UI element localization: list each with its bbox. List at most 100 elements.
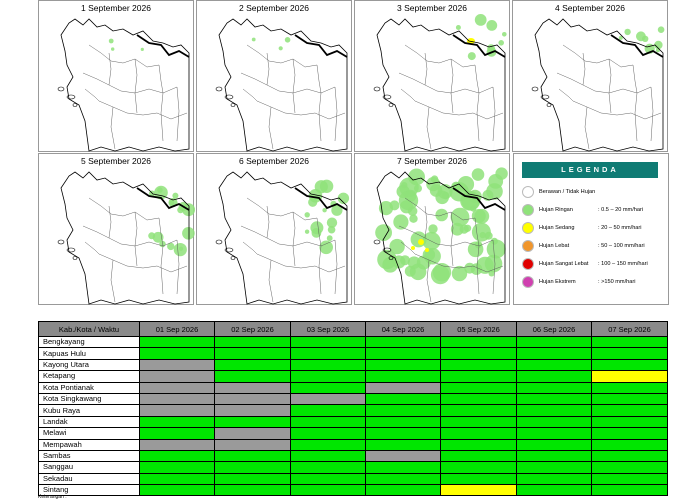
forecast-cell: [440, 370, 517, 383]
forecast-cell: [591, 347, 668, 360]
forecast-cell: [440, 427, 517, 440]
regency-boundary: [492, 239, 496, 295]
forecast-cell: [290, 392, 366, 406]
forecast-cell: [139, 358, 215, 372]
regency-boundary: [134, 58, 138, 114]
forecast-cell: [214, 415, 291, 429]
forecast-cell: [591, 370, 668, 383]
table-row: Melawi: [38, 427, 668, 440]
regency-boundary: [82, 72, 178, 94]
regency-boundary: [398, 225, 494, 247]
island: [388, 103, 394, 107]
region-name: Kubu Raya: [38, 404, 140, 417]
regency-boundary: [108, 205, 112, 239]
forecast-cell: [516, 472, 592, 486]
forecast-cell: [516, 404, 592, 417]
table-row: Kayong Utara: [38, 358, 668, 372]
forecast-cell: [591, 484, 668, 497]
national-border: [136, 34, 190, 58]
region-name: Sambas: [38, 449, 140, 463]
regency-boundary: [334, 239, 338, 295]
forecast-cell: [440, 461, 517, 474]
forecast-cell: [214, 392, 291, 406]
legend-item-name: Berawan / Tidak Hujan: [539, 189, 596, 195]
rain-cover: [108, 38, 144, 52]
map-date-title: 3 September 2026: [397, 3, 467, 13]
legend-item: Hujan Ringan : 0.5 – 20 mm/hari: [522, 203, 668, 219]
table-row: Sambas: [38, 449, 668, 463]
forecast-cell: [440, 438, 517, 451]
regency-boundary: [582, 52, 586, 86]
forecast-cell: [440, 415, 517, 429]
forecast-cell: [214, 449, 291, 463]
forecast-cell: [365, 427, 441, 440]
forecast-cell: [290, 415, 366, 429]
forecast-cell: [139, 461, 215, 474]
table-body: Bengkayang Kapuas Hulu Kayong Utara Ketapan…: [38, 335, 668, 497]
island: [546, 103, 552, 107]
column-header-date: 03 Sep 2026: [290, 321, 366, 337]
table-row: Sintang: [38, 484, 668, 497]
forecast-cell: [290, 381, 366, 394]
forecast-cell: [214, 461, 291, 474]
regency-boundary: [316, 217, 322, 295]
regency-boundary: [268, 106, 274, 150]
column-header-date: 06 Sep 2026: [516, 321, 592, 337]
table-row: Mempawah: [38, 438, 668, 451]
forecast-cell: [214, 358, 291, 372]
region-name: Kota Pontianak: [38, 381, 140, 394]
regency-boundary: [424, 205, 428, 239]
forecast-cell: [440, 404, 517, 417]
rain-cover: [375, 167, 508, 285]
table-row: Bengkayang: [38, 335, 668, 349]
forecast-cell: [591, 392, 668, 406]
forecast-cell: [214, 427, 291, 440]
regency-boundary: [334, 86, 338, 142]
forecast-cell: [365, 449, 441, 463]
forecast-cell: [365, 392, 441, 406]
national-border: [452, 187, 506, 211]
forecast-cell: [290, 472, 366, 486]
island: [66, 247, 76, 253]
regency-boundary: [110, 106, 116, 150]
forecast-cell: [591, 358, 668, 372]
regency-boundary: [292, 211, 296, 267]
map-date-title: 1 September 2026: [81, 3, 151, 13]
forecast-cell: [290, 484, 366, 497]
legend-item-range: : >150 mm/hari: [598, 279, 636, 285]
regency-boundary: [84, 241, 100, 255]
regency-boundary: [292, 58, 296, 114]
map-date-title: 6 September 2026: [239, 156, 309, 166]
forecast-cell: [290, 358, 366, 372]
table-row: Kota Pontianak: [38, 381, 668, 394]
regency-boundary: [82, 225, 178, 247]
forecast-cell: [516, 381, 592, 394]
forecast-cell: [516, 484, 592, 497]
legend-swatch: [522, 222, 534, 234]
forecast-cell: [440, 484, 517, 497]
regency-boundary: [176, 239, 180, 295]
regency-boundary: [266, 52, 270, 86]
legend-item-name: Hujan Sangat Lebat: [539, 261, 589, 267]
forecast-cell: [365, 335, 441, 349]
forecast-cell: [440, 392, 517, 406]
forecast-cell: [365, 438, 441, 451]
regency-boundary: [240, 72, 336, 94]
forecast-cell: [365, 461, 441, 474]
regency-boundary: [134, 211, 138, 267]
province-outline: [218, 171, 348, 305]
regency-boundary: [556, 72, 652, 94]
legend-item-name: Hujan Ekstrem: [539, 279, 576, 285]
island: [382, 247, 392, 253]
table-row: Kota Singkawang: [38, 392, 668, 406]
national-border: [610, 34, 664, 58]
regency-boundary: [158, 217, 164, 295]
forecast-cell: [290, 438, 366, 451]
regency-boundary: [558, 88, 574, 102]
region-name: Melawi: [38, 427, 140, 440]
column-header-date: 02 Sep 2026: [214, 321, 291, 337]
national-border: [452, 34, 506, 58]
forecast-cell: [365, 347, 441, 360]
regency-boundary: [650, 86, 654, 142]
forecast-cell: [440, 347, 517, 360]
